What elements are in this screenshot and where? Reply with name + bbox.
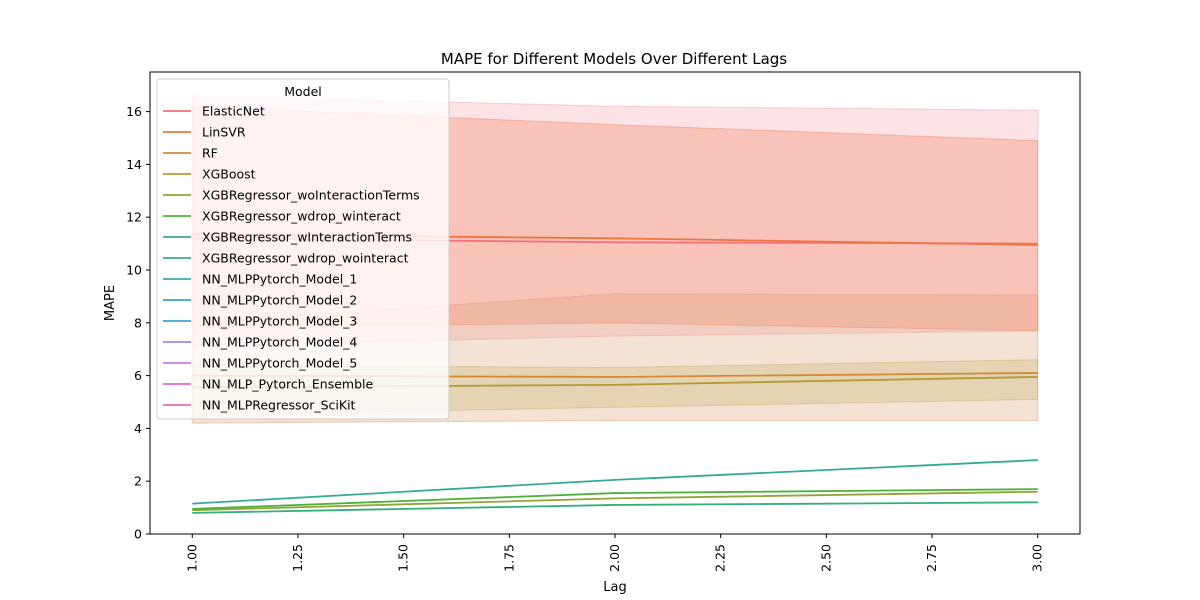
y-tick-label: 8 (134, 315, 142, 330)
legend-label: XGBRegressor_wInteractionTerms (202, 230, 412, 245)
legend-label: NN_MLPPytorch_Model_1 (202, 272, 357, 287)
y-tick-label: 0 (134, 527, 142, 542)
series-line-6 (192, 501, 1038, 514)
y-tick-label: 10 (126, 263, 142, 278)
legend-label: LinSVR (202, 125, 246, 140)
legend-label: NN_MLPPytorch_Model_5 (202, 356, 357, 371)
legend-title: Model (284, 84, 322, 99)
legend-box (156, 78, 450, 420)
legend-label: XGBRegressor_woInteractionTerms (202, 188, 420, 203)
x-tick-label: 1.75 (501, 544, 516, 572)
x-tick-label: 3.00 (1030, 544, 1045, 572)
y-tick-label: 14 (126, 157, 142, 172)
y-axis-ticks: 0 2 4 6 8 10 12 14 16 (126, 104, 150, 542)
legend: Model ElasticNet LinSVR RF XGBoost XGBRegres… (156, 78, 450, 420)
y-tick-label: 12 (126, 210, 142, 225)
y-tick-label: 2 (134, 474, 142, 489)
legend-label: NN_MLPPytorch_Model_2 (202, 293, 357, 308)
legend-label: ElasticNet (202, 104, 265, 119)
legend-label: NN_MLPRegressor_SciKit (202, 398, 356, 413)
y-axis-label: MAPE (103, 285, 118, 321)
legend-label: NN_MLPPytorch_Model_3 (202, 314, 357, 329)
x-tick-label: 2.75 (924, 544, 939, 572)
y-tick-label: 4 (134, 421, 142, 436)
x-tick-label: 2.50 (818, 544, 833, 572)
x-axis-ticks: 1.00 1.25 1.50 1.75 2.00 2.25 2.50 2.75 3.00 (184, 534, 1045, 572)
x-tick-label: 1.25 (290, 544, 305, 572)
x-tick-label: 1.00 (184, 544, 199, 572)
x-tick-label: 1.50 (396, 544, 411, 572)
legend-label: NN_MLPPytorch_Model_4 (202, 335, 357, 350)
series-line-7 (192, 459, 1038, 505)
legend-label: XGBRegressor_wdrop_wointeract (202, 251, 409, 266)
legend-label: XGBRegressor_wdrop_winteract (202, 209, 401, 224)
legend-label: RF (202, 146, 218, 161)
legend-label: XGBoost (202, 167, 256, 182)
y-tick-label: 6 (134, 368, 142, 383)
series-line-4 (192, 490, 1038, 512)
x-axis-label: Lag (603, 580, 626, 595)
x-tick-label: 2.25 (713, 544, 728, 572)
legend-label: NN_MLP_Pytorch_Ensemble (202, 377, 373, 392)
series-line-5 (192, 488, 1038, 510)
y-tick-label: 16 (126, 104, 142, 119)
x-tick-label: 2.00 (607, 544, 622, 572)
chart-title: MAPE for Different Models Over Different… (441, 50, 787, 68)
